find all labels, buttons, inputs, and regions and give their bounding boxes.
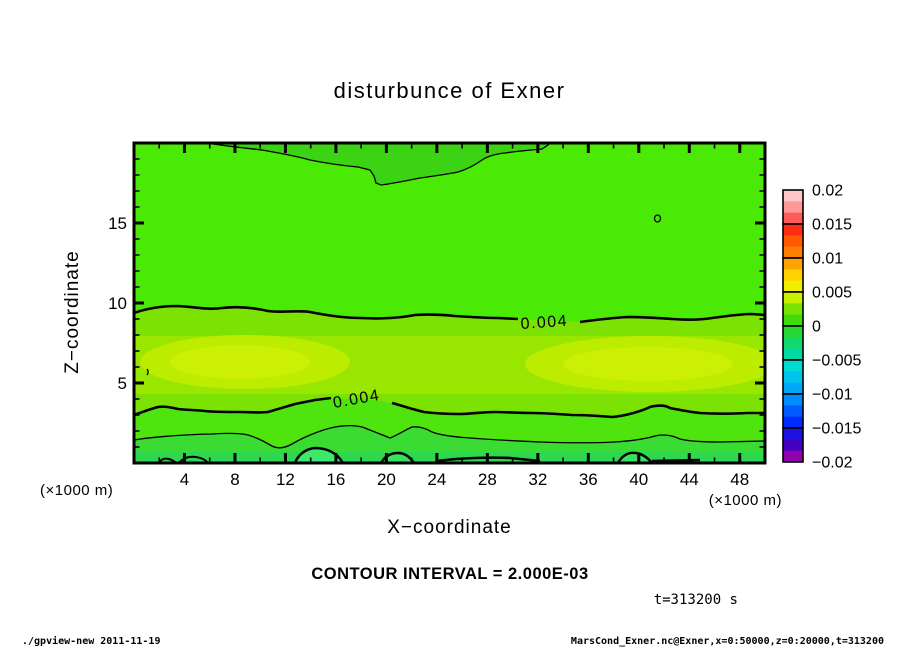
x-tick-label: 28 bbox=[478, 470, 497, 489]
tiny-closed-contour bbox=[653, 214, 662, 223]
colorbar-strip bbox=[783, 303, 803, 316]
colorbar-strip bbox=[783, 382, 803, 395]
surface-dome-3 bbox=[616, 451, 654, 463]
fill-top-lens bbox=[207, 143, 550, 185]
colorbar-tick-label: 0.015 bbox=[812, 217, 852, 234]
colorbar-tick-label: 0.01 bbox=[812, 251, 843, 268]
colorbar-box-border bbox=[782, 427, 804, 463]
footer-source-text: MarsCond_Exner.nc@Exner,x=0:50000,z=0:20… bbox=[570, 636, 884, 647]
x-tick-label: 16 bbox=[326, 470, 345, 489]
plot-border bbox=[132, 141, 767, 465]
fill-bottom-strip bbox=[134, 452, 765, 463]
colorbar-strip bbox=[783, 246, 803, 259]
colorbar: 0.02 0.015 0.01 0.005 0 −0.005 −0.01 −0.015 −0.0… bbox=[782, 183, 861, 472]
x-tick-label: 12 bbox=[276, 470, 295, 489]
contour-thin-top bbox=[206, 143, 551, 186]
colorbar-tick-label: 0 bbox=[812, 319, 821, 336]
colorbar-strip bbox=[783, 337, 803, 350]
x-tick-label: 24 bbox=[427, 470, 446, 489]
colorbar-strip bbox=[783, 405, 803, 418]
fill-blob-left-core bbox=[170, 345, 310, 379]
time-stamp-text: t=313200 s bbox=[653, 592, 738, 608]
x-tick-label: 36 bbox=[579, 470, 598, 489]
y-tick-label: 15 bbox=[108, 214, 127, 233]
colorbar-strip bbox=[783, 212, 803, 225]
colorbar-tick-label: 0.005 bbox=[812, 285, 852, 302]
colorbar-strip bbox=[783, 190, 803, 202]
colorbar-strip bbox=[783, 292, 803, 304]
y-tick-label: 5 bbox=[118, 374, 127, 393]
colorbar-strip bbox=[783, 394, 803, 406]
x-tick-label: 44 bbox=[680, 470, 699, 489]
colorbar-strip bbox=[783, 326, 803, 338]
surface-segment-2 bbox=[651, 458, 701, 463]
x-tick-label: 40 bbox=[629, 470, 648, 489]
colorbar-strip bbox=[783, 450, 803, 463]
colorbar-strip bbox=[783, 360, 803, 372]
colorbar-strip bbox=[783, 371, 803, 384]
colorbar-strip bbox=[783, 224, 803, 236]
y-tick-label: 10 bbox=[108, 294, 127, 313]
colorbar-tick-label: 0.02 bbox=[812, 183, 843, 200]
x-axis-label: X−coordinate bbox=[387, 517, 512, 538]
contour-thick-upper bbox=[134, 304, 519, 321]
colorbar-strip bbox=[783, 280, 803, 293]
surface-bump-small-1 bbox=[158, 457, 177, 463]
x-tick-label: 32 bbox=[528, 470, 547, 489]
contour-label-upper: 0.004 bbox=[520, 313, 569, 333]
colorbar-strip bbox=[783, 428, 803, 440]
contour-thick-upper-2 bbox=[579, 312, 765, 324]
x-axis-unit: (×1000 m) bbox=[708, 492, 782, 509]
colorbar-tick-label: −0.01 bbox=[812, 387, 853, 404]
contour-thick-lower-2 bbox=[391, 401, 765, 419]
contour-thick-lower bbox=[134, 396, 332, 417]
colorbar-strip bbox=[783, 439, 803, 452]
colorbar-strip bbox=[783, 201, 803, 214]
x-tick-label: 48 bbox=[730, 470, 749, 489]
colorbar-tick-label: −0.005 bbox=[812, 353, 861, 370]
colorbar-tick-label: −0.02 bbox=[812, 455, 853, 472]
colorbar-strip bbox=[783, 235, 803, 248]
colorbar-strip bbox=[783, 258, 803, 270]
colorbar-strip bbox=[783, 269, 803, 282]
fill-blob-right-core bbox=[563, 347, 733, 381]
colorbar-strip bbox=[783, 314, 803, 327]
y-axis-label: Z−coordinate bbox=[62, 250, 83, 374]
footer-command-text: ./gpview-new 2011-11-19 bbox=[22, 636, 161, 647]
x-tick-label: 4 bbox=[180, 470, 189, 489]
contour-interval-text: CONTOUR INTERVAL = 2.000E-03 bbox=[311, 565, 589, 583]
colorbar-tick-label: −0.015 bbox=[812, 421, 861, 438]
surface-segment-1 bbox=[436, 456, 541, 463]
y-axis-unit: (×1000 m) bbox=[40, 482, 114, 499]
plot-title: disturbunce of Exner bbox=[333, 78, 566, 103]
x-tick-label: 20 bbox=[377, 470, 396, 489]
contour-thin-z2 bbox=[134, 424, 765, 449]
x-tick-label: 8 bbox=[230, 470, 239, 489]
surface-dome-1 bbox=[293, 446, 345, 463]
colorbar-strip bbox=[783, 348, 803, 361]
contour-fill-field bbox=[134, 143, 765, 463]
tiny-contour-fragment bbox=[146, 368, 149, 376]
colorbar-strip bbox=[783, 416, 803, 429]
